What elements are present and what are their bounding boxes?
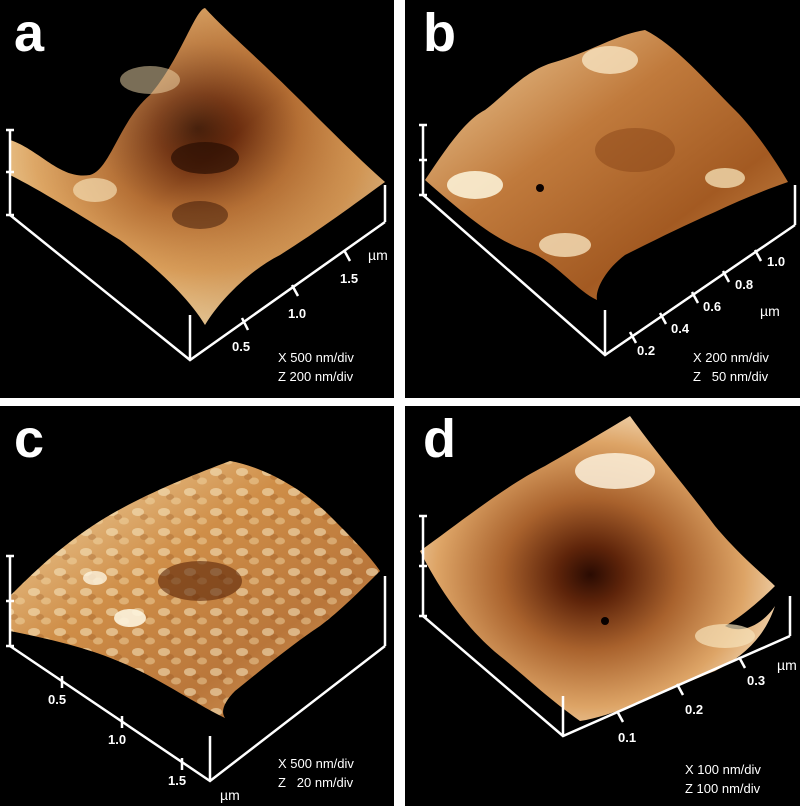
afm-surface-b [419,30,797,357]
scale-x-label: X 100 nm/div [685,762,761,777]
panel-letter-b: b [423,3,456,63]
tick-label: 0.2 [685,702,704,717]
tick-label: 1.5 [168,773,187,788]
tick-label: 0.2 [637,343,656,358]
panel-letter-c: c [14,409,45,469]
tick-label: 1.0 [108,732,127,747]
panel-b: b 0.2 0.4 0.6 0.8 1.0 µm X 200 nm/div Z … [405,0,800,398]
panel-a: a 0.5 1.0 1.5 µm X 500 nm/div Z 200 nm/d… [0,0,394,398]
scale-x-label: X 500 nm/div [278,756,354,771]
panel-letter-a: a [14,3,45,63]
tick-label: 1.0 [288,306,307,321]
tick-label: 0.4 [671,321,690,336]
scale-x-label: X 200 nm/div [693,350,769,365]
axis-unit-label: µm [220,787,240,803]
panel-letter-d: d [423,409,456,469]
tick-label: 1.5 [340,271,359,286]
tick-label: 0.5 [48,692,67,707]
tick-label: 0.8 [735,277,754,292]
tick-label: 0.5 [232,339,251,354]
axis-unit-label: µm [368,247,388,263]
scale-z-label: Z 200 nm/div [278,369,354,384]
scale-z-label: Z 50 nm/div [693,369,769,384]
tick-label: 0.1 [618,730,637,745]
afm-surface-d [419,416,792,738]
axis-unit-label: µm [760,303,780,319]
panel-d: d 0.1 0.2 0.3 µm X 100 nm/div Z 100 nm/d… [405,406,800,806]
afm-surface-a [6,8,387,362]
axis-unit-label: µm [777,657,797,673]
panel-c: c 0.5 1.0 1.5 µm X 500 nm/div Z 20 nm/di… [0,406,394,806]
tick-label: 0.3 [747,673,766,688]
scale-z-label: Z 100 nm/div [685,781,761,796]
scale-z-label: Z 20 nm/div [278,775,354,790]
scale-x-label: X 500 nm/div [278,350,354,365]
tick-label: 0.6 [703,299,722,314]
afm-surface-c [6,461,387,783]
tick-label: 1.0 [767,254,786,269]
